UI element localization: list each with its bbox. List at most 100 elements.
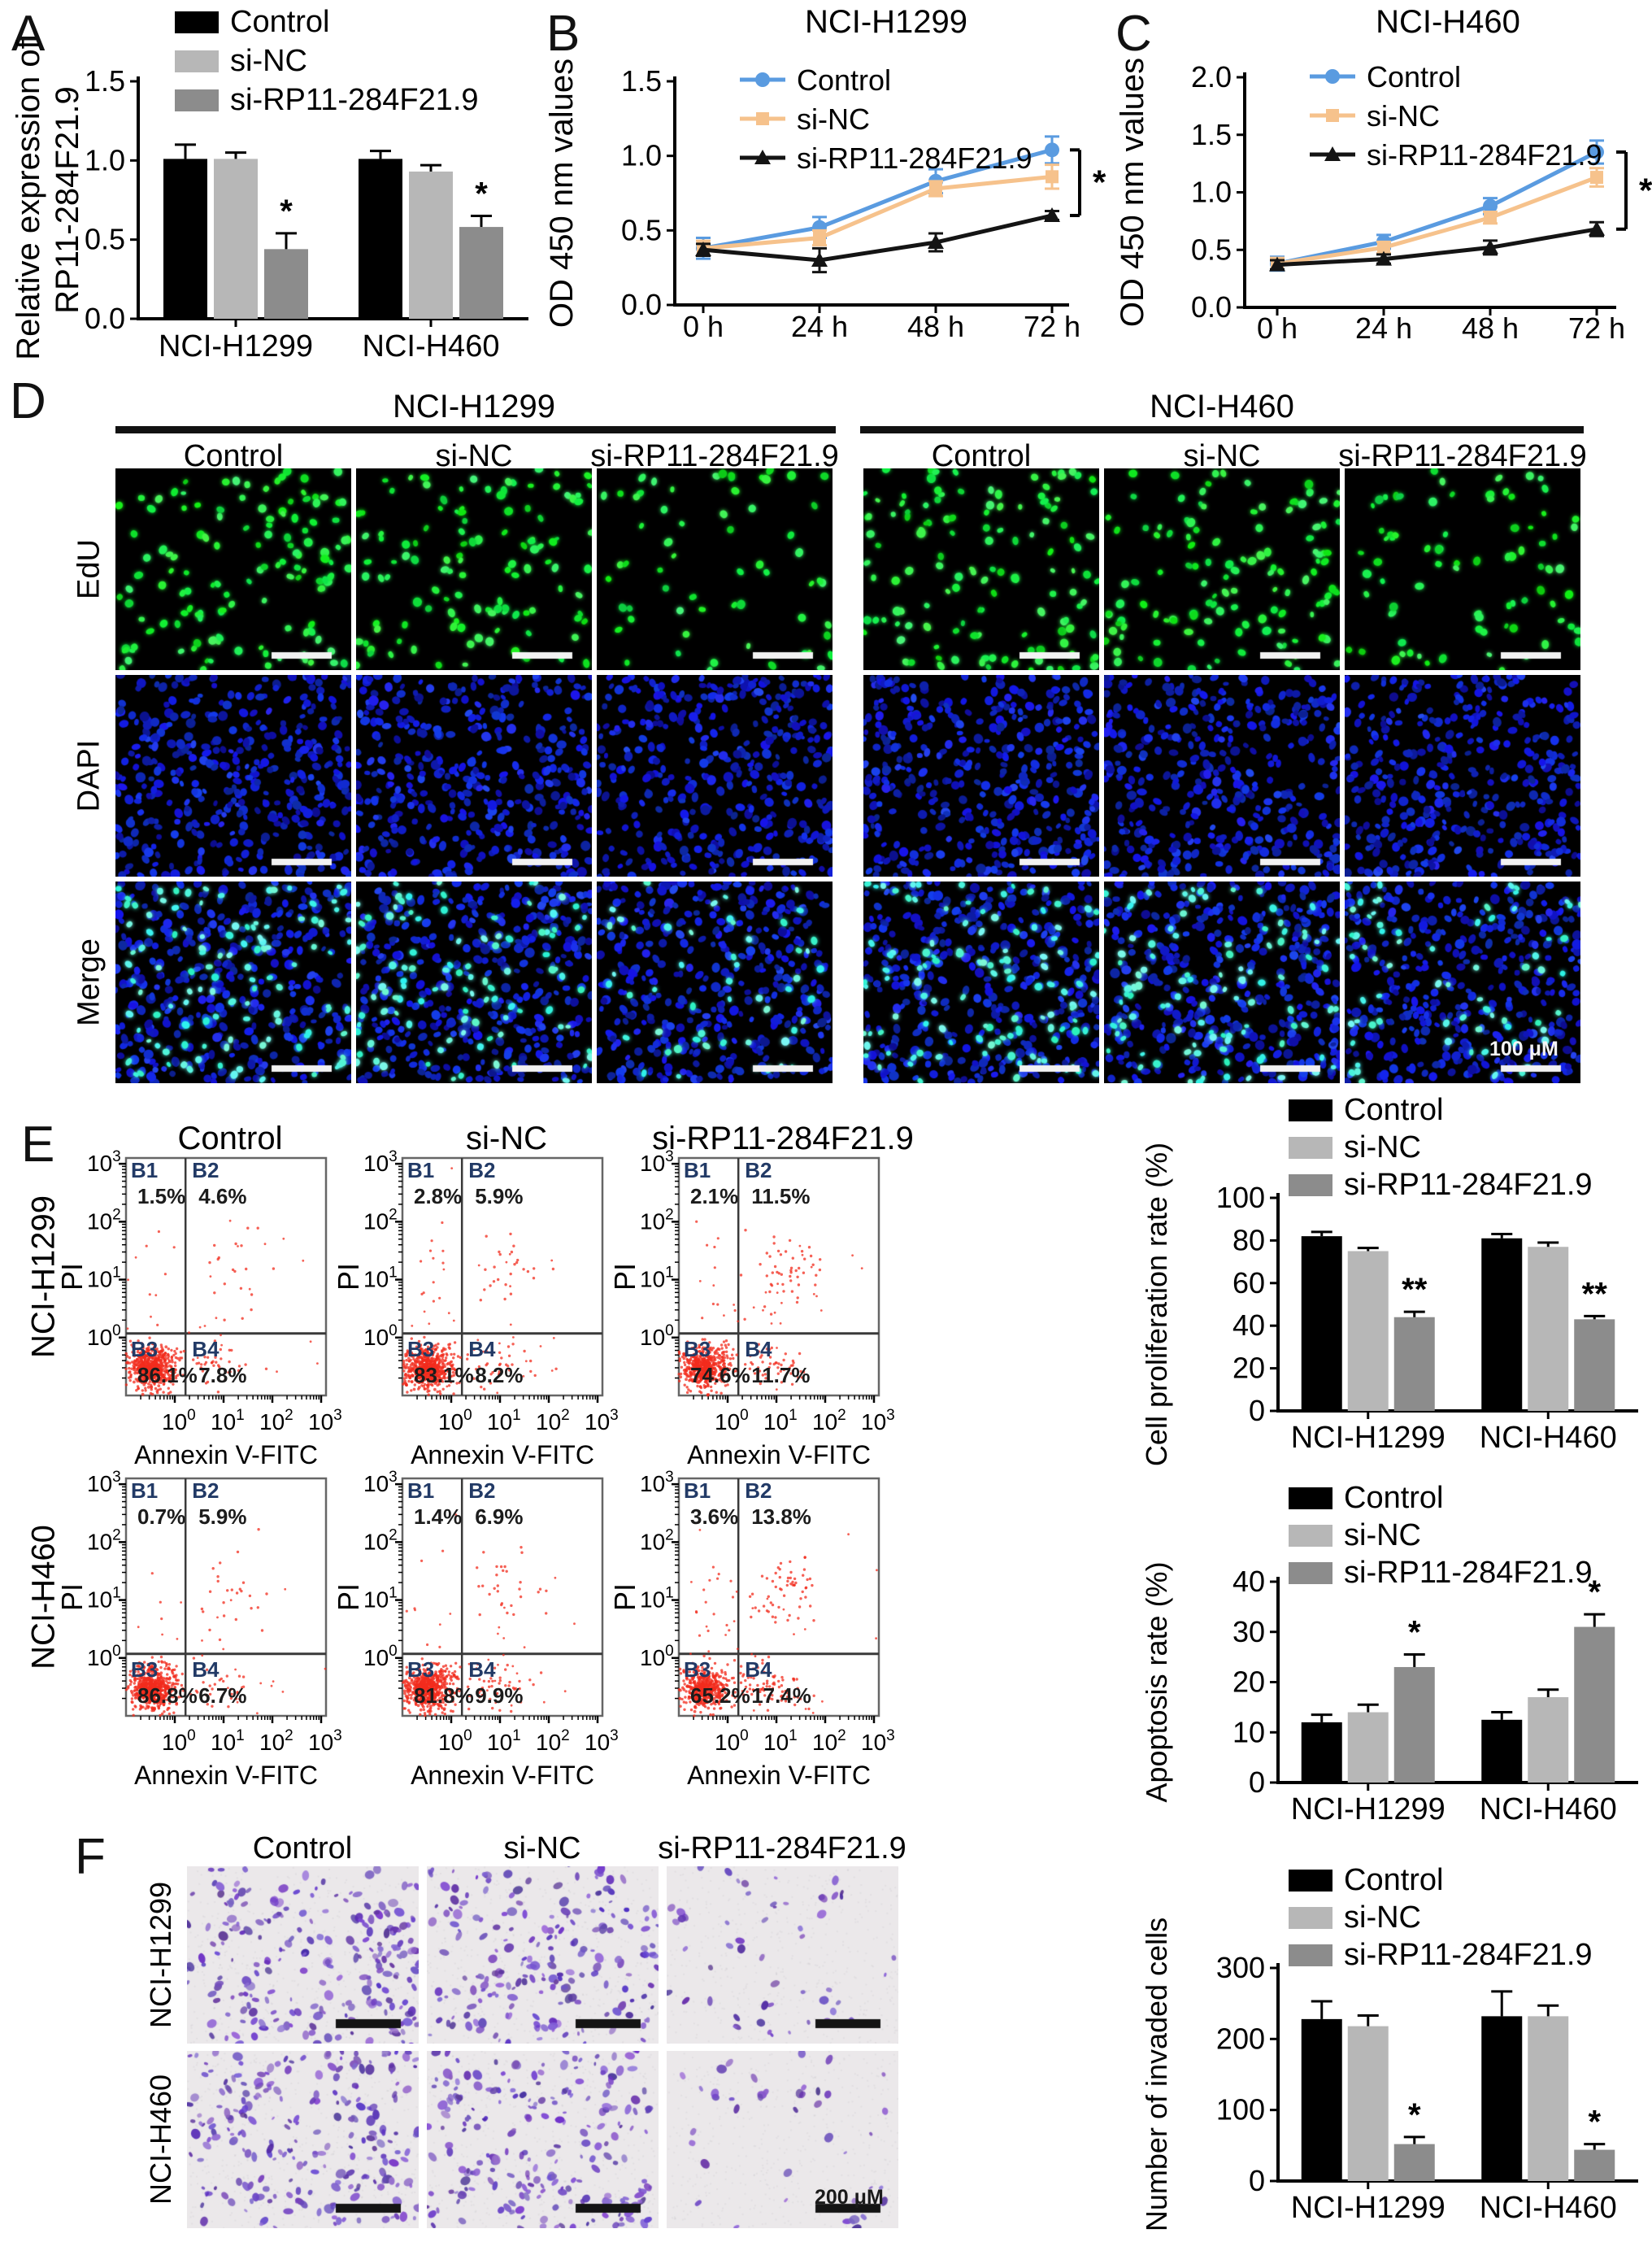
svg-text:2.1%: 2.1% <box>690 1184 738 1208</box>
svg-text:103: 103 <box>308 1407 342 1434</box>
svg-text:103: 103 <box>87 1469 121 1496</box>
transwell-image-h460-sinc <box>427 2051 659 2228</box>
svg-text:OD 450 nm values: OD 450 nm values <box>544 59 580 328</box>
svg-text:Annexin V-FITC: Annexin V-FITC <box>687 1761 871 1790</box>
svg-text:10: 10 <box>1232 1715 1265 1748</box>
svg-text:B2: B2 <box>192 1478 219 1503</box>
transwell-image-h460-sirp11 <box>667 2051 898 2228</box>
transwell-row-h1299: NCI-H1299 <box>144 1881 177 2029</box>
svg-text:si-NC: si-NC <box>1367 99 1440 133</box>
svg-text:*: * <box>1639 171 1652 209</box>
flow-plot-h460-sirp11: 100 100 101 101 102 102 103 103 PI Annexin V-FITC… <box>608 1469 895 1790</box>
svg-text:1.5%: 1.5% <box>137 1184 185 1208</box>
svg-text:6.7%: 6.7% <box>198 1683 246 1708</box>
svg-text:0.5: 0.5 <box>85 223 125 256</box>
svg-text:0.0: 0.0 <box>85 302 125 335</box>
svg-text:2.0: 2.0 <box>1191 60 1232 94</box>
svg-text:RP11-284F21.9: RP11-284F21.9 <box>50 86 85 313</box>
svg-text:103: 103 <box>640 1148 674 1176</box>
svg-text:65.2%: 65.2% <box>690 1683 750 1708</box>
svg-text:B1: B1 <box>407 1158 434 1182</box>
svg-text:30: 30 <box>1232 1615 1265 1648</box>
svg-text:Number of invaded cells: Number of invaded cells <box>1140 1918 1173 2231</box>
svg-text:11.7%: 11.7% <box>751 1363 810 1387</box>
svg-text:102: 102 <box>640 1206 674 1234</box>
svg-text:NCI-H460: NCI-H460 <box>1480 1421 1617 1455</box>
transwell-image-h460-control <box>187 2051 419 2228</box>
svg-text:103: 103 <box>861 1727 895 1755</box>
svg-text:8.2%: 8.2% <box>475 1363 523 1387</box>
merge-image-h1299-sinc <box>356 882 592 1083</box>
svg-text:101: 101 <box>640 1265 674 1292</box>
svg-text:0 h: 0 h <box>1257 311 1298 345</box>
merge-image-h460-sirp11 <box>1345 882 1580 1083</box>
svg-text:B2: B2 <box>468 1158 495 1182</box>
svg-text:si-RP11-284F21.9: si-RP11-284F21.9 <box>797 141 1032 175</box>
svg-text:101: 101 <box>363 1265 398 1292</box>
svg-text:0 h: 0 h <box>683 310 724 343</box>
transwell-image-h1299-sirp11 <box>667 1866 898 2044</box>
flow-plot-h460-control: 100 100 101 101 102 102 103 103 PI Annexin V-FITC… <box>55 1469 342 1790</box>
group-underline <box>115 426 836 433</box>
svg-text:PI: PI <box>55 1263 89 1291</box>
svg-text:101: 101 <box>211 1407 245 1434</box>
svg-text:100: 100 <box>87 1643 121 1670</box>
svg-text:40: 40 <box>1232 1308 1265 1342</box>
svg-text:103: 103 <box>87 1148 121 1176</box>
svg-text:0.0: 0.0 <box>1191 290 1232 324</box>
panel-label-e: E <box>21 1117 55 1173</box>
flow-plot-h1299-sinc: 100 100 101 101 102 102 103 103 PI Annexin V-FITC… <box>332 1148 619 1469</box>
svg-text:OD 450 nm values: OD 450 nm values <box>1115 58 1150 327</box>
svg-text:B1: B1 <box>407 1478 434 1503</box>
svg-text:NCI-H1299: NCI-H1299 <box>805 4 967 40</box>
edu-image-h1299-sirp11 <box>597 468 833 670</box>
svg-text:6.9%: 6.9% <box>475 1504 523 1529</box>
svg-text:B3: B3 <box>684 1337 711 1361</box>
svg-text:si-RP11-284F21.9: si-RP11-284F21.9 <box>1367 138 1602 172</box>
svg-text:Annexin V-FITC: Annexin V-FITC <box>411 1440 594 1469</box>
dapi-image-h1299-sirp11 <box>597 675 833 877</box>
svg-text:101: 101 <box>487 1407 521 1434</box>
dapi-image-h460-sirp11 <box>1345 675 1580 877</box>
svg-text:7.8%: 7.8% <box>198 1363 246 1387</box>
svg-text:17.4%: 17.4% <box>751 1683 811 1708</box>
svg-text:PI: PI <box>55 1583 89 1611</box>
svg-text:102: 102 <box>640 1526 674 1554</box>
svg-text:60: 60 <box>1232 1266 1265 1299</box>
svg-text:9.9%: 9.9% <box>475 1683 523 1708</box>
merge-image-h1299-control <box>115 882 351 1083</box>
svg-text:si-RP11-284F21.9: si-RP11-284F21.9 <box>1344 1556 1593 1590</box>
scale-bar-label-100um: 100 μM <box>1489 1038 1559 1060</box>
svg-text:86.1%: 86.1% <box>137 1363 198 1387</box>
col-label: Control <box>183 439 284 473</box>
svg-text:Control: Control <box>1344 1093 1444 1127</box>
flow-plot-h1299-control: 100 100 101 101 102 102 103 103 PI Annexin V-FITC… <box>55 1148 342 1469</box>
svg-text:102: 102 <box>812 1727 846 1755</box>
svg-text:B2: B2 <box>468 1478 495 1503</box>
transwell-row-h460: NCI-H460 <box>144 2074 177 2205</box>
edu-image-h1299-control <box>115 468 351 670</box>
row-label-dapi: DAPI <box>72 739 107 812</box>
svg-text:B1: B1 <box>131 1478 158 1503</box>
svg-text:B3: B3 <box>407 1337 434 1361</box>
svg-text:100: 100 <box>715 1407 749 1434</box>
proliferation-bar-chart: 0 20 40 60 80 100 Cell proliferation rate (%) N… <box>1140 1093 1638 1466</box>
svg-text:103: 103 <box>363 1469 398 1496</box>
svg-text:NCI-H1299: NCI-H1299 <box>1291 1792 1446 1826</box>
svg-text:0.5: 0.5 <box>621 213 662 246</box>
svg-text:1.5: 1.5 <box>621 64 662 98</box>
svg-text:B4: B4 <box>192 1337 220 1361</box>
edu-image-h460-sirp11 <box>1345 468 1580 670</box>
col-label: si-RP11-284F21.9 <box>1338 439 1587 473</box>
flow-col-title-sirp11: si-RP11-284F21.9 <box>652 1121 914 1156</box>
svg-text:101: 101 <box>487 1727 521 1755</box>
svg-text:300: 300 <box>1216 1951 1265 1984</box>
svg-text:100: 100 <box>363 1643 398 1670</box>
svg-text:100: 100 <box>87 1322 121 1350</box>
svg-text:NCI-H1299: NCI-H1299 <box>159 329 313 364</box>
svg-text:102: 102 <box>259 1727 293 1755</box>
merge-image-h460-sinc <box>1104 882 1340 1083</box>
edu-image-h460-sinc <box>1104 468 1340 670</box>
svg-text:NCI-H1299: NCI-H1299 <box>1291 1421 1446 1455</box>
svg-text:B2: B2 <box>192 1158 219 1182</box>
